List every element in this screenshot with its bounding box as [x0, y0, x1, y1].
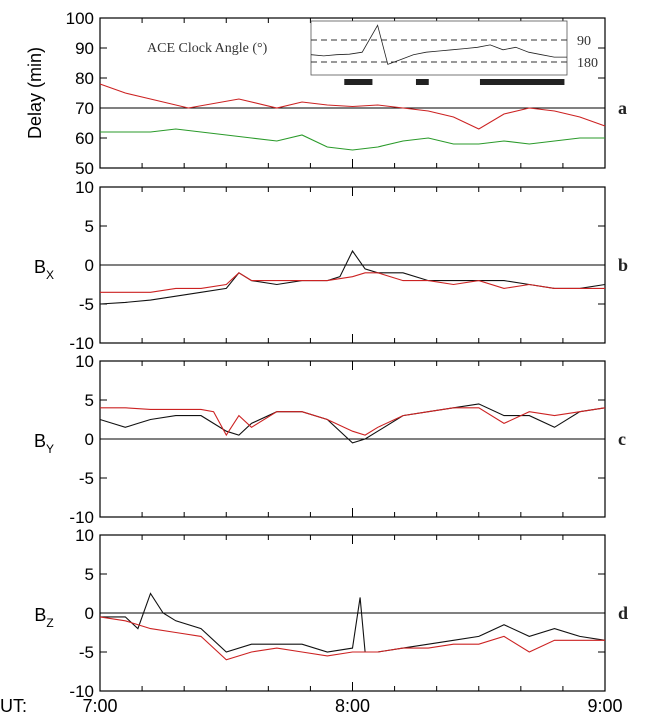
- y-tick-label: 10: [75, 178, 94, 197]
- y-tick-label: -5: [79, 469, 94, 488]
- series-line-2: [100, 128, 605, 151]
- series-line-2: [99, 616, 605, 661]
- series-line-2: [100, 407, 606, 437]
- inset-frame: [310, 20, 568, 76]
- x-axis: UT: 7:00 8:00 9:00: [0, 696, 623, 716]
- series-line-1: [100, 592, 606, 653]
- y-tick-label: 100: [66, 9, 94, 28]
- series-line-1: [99, 249, 606, 305]
- y-tick-label: 5: [85, 391, 94, 410]
- y-tick-label: 70: [75, 99, 94, 118]
- y-tick-label: 5: [85, 565, 94, 584]
- y-tick-label: 5: [85, 217, 94, 236]
- y-tick-label: 90: [75, 39, 94, 58]
- panel-a: 50 60 70 80 90 100 Delay (min) a 90 180 ACE Clock …: [25, 9, 627, 178]
- y-axis-label: Delay (min): [25, 47, 45, 139]
- y-tick-label: -10: [69, 682, 94, 701]
- y-tick-label: 80: [75, 69, 94, 88]
- x-axis-prefix: UT:: [0, 696, 27, 716]
- inset-level-label: 90: [577, 34, 591, 49]
- inset-bar: [415, 79, 429, 85]
- x-tick-label: 9:00: [587, 696, 622, 716]
- y-tick-label: 50: [75, 159, 94, 178]
- panel-b: 10 5 0 -5 -10 BX b: [34, 178, 628, 353]
- inset-level-label: 180: [577, 56, 598, 71]
- x-tick-label: 8:00: [335, 696, 370, 716]
- y-tick-label: 0: [85, 430, 94, 449]
- series-line-2: [100, 272, 605, 293]
- panel-letter: d: [618, 603, 628, 623]
- y-tick-label: -10: [69, 508, 94, 527]
- y-tick-label: 10: [75, 352, 94, 371]
- panel-letter: a: [618, 98, 627, 118]
- y-tick-label: -10: [69, 334, 94, 353]
- panel-letter: c: [618, 429, 626, 449]
- panel-c: 10 5 0 -5 -10 BY c: [34, 352, 626, 527]
- y-tick-label: -5: [79, 643, 94, 662]
- inset-bar: [479, 79, 565, 85]
- y-tick-label: 60: [75, 129, 94, 148]
- panel-d: 10 5 0 -5 -10 BZ d: [34, 526, 628, 701]
- inset-bar: [344, 79, 373, 85]
- y-axis-label: BZ: [34, 605, 53, 630]
- x-tick-label: 7:00: [82, 696, 117, 716]
- y-axis-label: BX: [34, 257, 54, 282]
- y-tick-label: 0: [85, 256, 94, 275]
- y-tick-label: 0: [85, 604, 94, 623]
- series-line-1: [99, 83, 606, 130]
- y-axis-label: BY: [34, 431, 54, 456]
- y-tick-label: 10: [75, 526, 94, 545]
- panel-letter: b: [618, 255, 628, 275]
- y-tick-label: -5: [79, 295, 94, 314]
- inset-series-line: [310, 24, 567, 65]
- inset-title: ACE Clock Angle (°): [147, 41, 268, 56]
